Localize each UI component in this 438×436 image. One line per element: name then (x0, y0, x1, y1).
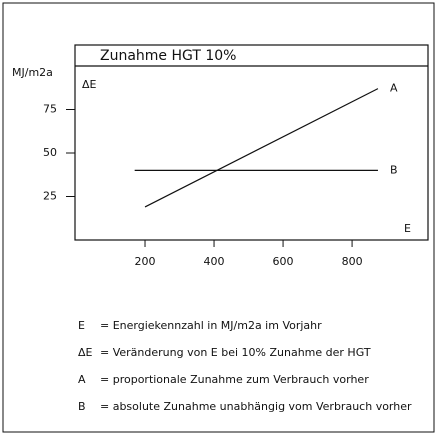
note-key: ΔE (78, 346, 93, 359)
note-text: = proportionale Zunahme zum Verbrauch vo… (100, 373, 369, 386)
series-line (144, 88, 379, 208)
y-axis-unit: MJ/m2a (12, 66, 53, 79)
series-label: B (390, 163, 398, 176)
x-tick-label: 600 (273, 255, 294, 268)
y-tick-label: 25 (43, 190, 57, 203)
y-tick-label: 50 (43, 146, 57, 159)
x-tick-label: 200 (135, 255, 156, 268)
y-tick-label: 75 (43, 103, 57, 116)
series-label: A (390, 82, 398, 95)
note-key: A (78, 373, 86, 386)
y-axis-label: ΔE (82, 78, 97, 91)
chart-title: Zunahme HGT 10% (100, 48, 237, 64)
x-tick-label: 800 (342, 255, 363, 268)
note-text: = Energiekennzahl in MJ/m2a im Vorjahr (100, 319, 322, 332)
x-axis-label: E (404, 222, 411, 235)
note-key: E (78, 319, 85, 332)
page-border (2, 2, 435, 433)
x-tick-label: 400 (204, 255, 225, 268)
note-text: = absolute Zunahme unabhängig vom Verbra… (100, 400, 412, 413)
note-text: = Veränderung von E bei 10% Zunahme der … (100, 346, 371, 359)
note-key: B (78, 400, 86, 413)
plot-frame (74, 44, 429, 241)
